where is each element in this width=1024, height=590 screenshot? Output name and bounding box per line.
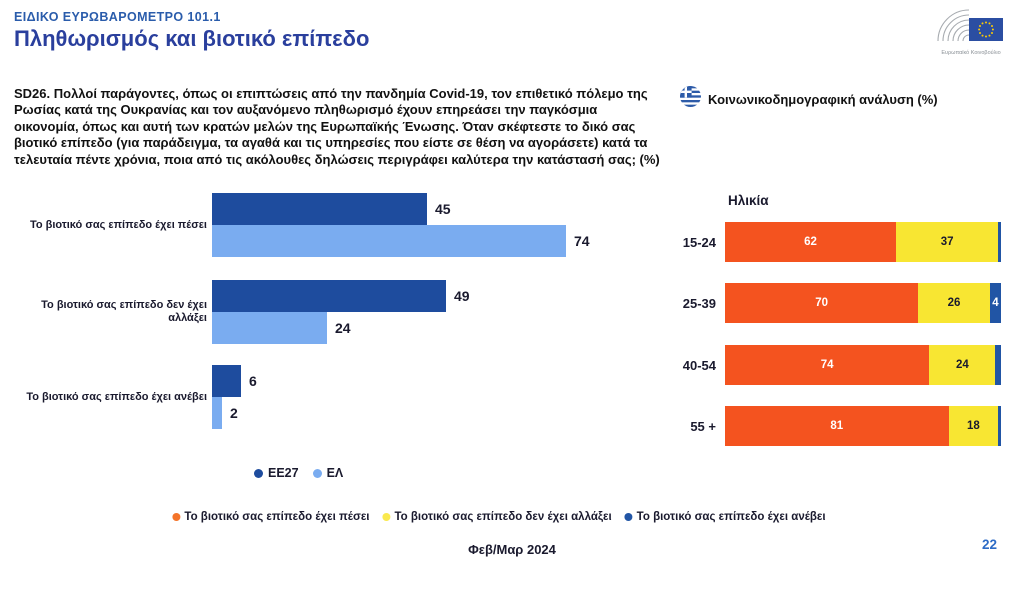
stack-segment: 18	[948, 406, 999, 446]
stacked-bar: 81 18	[725, 406, 1001, 446]
age-group-label: 40-54	[682, 357, 716, 373]
legend-item-fallen: Το βιοτικό σας επίπεδο έχει πέσει	[172, 511, 370, 523]
εε27-bar	[212, 280, 446, 312]
age-chart-title: Ηλικία	[728, 193, 769, 208]
unchanged-dot-icon	[382, 513, 391, 521]
ελ-bar	[212, 312, 327, 344]
ελ-bar	[212, 225, 566, 257]
risen-dot-icon	[624, 513, 633, 521]
legend-label-ee27: ΕΕ27	[268, 466, 299, 480]
sociodemographic-header: Κοινωνικοδημογραφική ανάλυση (%)	[680, 86, 938, 112]
legend-item-el: ΕΛ	[312, 466, 344, 480]
stack-segment: 74	[725, 345, 930, 385]
stack-segment: 24	[929, 345, 996, 385]
answer-legend: Το βιοτικό σας επίπεδο έχει πέσει Το βιο…	[172, 511, 826, 523]
european-parliament-logo: Ευρωπαϊκό Κοινοβούλιο	[932, 8, 1010, 56]
fallen-dot-icon	[172, 513, 181, 521]
fieldwork-date: Φεβ/Μαρ 2024	[468, 542, 556, 557]
value-label: 6	[249, 373, 257, 389]
stack-segment: 81	[725, 406, 949, 446]
stacked-bar: 62 37	[725, 222, 1001, 262]
age-group-label: 25-39	[682, 295, 716, 311]
age-group-label: 55 +	[690, 418, 716, 434]
value-label: 49	[454, 288, 470, 304]
ελ-bar	[212, 397, 222, 429]
stack-segment: 62	[725, 222, 897, 262]
εε27-bar	[212, 365, 241, 397]
age-stacked-bar-chart: Ηλικία 15-24 62 37 25-39 70 26 4 40-54 74 24 55 + 8…	[655, 193, 1005, 452]
survey-question-text: SD26. Πολλοί παράγοντες, όπως οι επιπτώσ…	[14, 86, 660, 167]
value-label: 74	[574, 233, 590, 249]
survey-eyebrow: ΕΙΔΙΚΟ ΕΥΡΩΒΑΡΟΜΕΤΡΟ 101.1	[14, 10, 221, 24]
page-title: Πληθωρισμός και βιοτικό επίπεδο	[14, 26, 370, 51]
stack-segment: 70	[725, 283, 919, 323]
stacked-bar: 74 24	[725, 345, 1001, 385]
stack-segment: 26	[918, 283, 990, 323]
legend-label-el: ΕΛ	[326, 466, 344, 480]
stack-segment	[998, 222, 1001, 262]
legend-label-fallen: Το βιοτικό σας επίπεδο έχει πέσει	[184, 511, 370, 523]
legend-item-ee27: ΕΕ27	[254, 466, 299, 480]
value-label: 24	[335, 320, 351, 336]
legend-label-unchanged: Το βιοτικό σας επίπεδο δεν έχει αλλάξει	[394, 511, 612, 523]
logo-caption: Ευρωπαϊκό Κοινοβούλιο	[941, 50, 1001, 56]
value-label: 2	[230, 405, 238, 421]
stacked-bar: 70 26 4	[725, 283, 1001, 323]
page-number: 22	[982, 537, 998, 552]
legend-item-unchanged: Το βιοτικό σας επίπεδο δεν έχει αλλάξει	[382, 511, 612, 523]
greek-flag-icon	[680, 86, 701, 112]
value-label: 45	[435, 201, 451, 217]
category-label: Το βιοτικό σας επίπεδο έχει ανέβει	[26, 390, 207, 403]
ee27-dot-icon	[254, 468, 263, 478]
sociodemographic-label: Κοινωνικοδημογραφική ανάλυση (%)	[708, 91, 938, 107]
stack-segment	[995, 345, 1001, 385]
stack-segment	[998, 406, 1001, 446]
legend-item-risen: Το βιοτικό σας επίπεδο έχει ανέβει	[624, 511, 826, 523]
stack-segment: 37	[896, 222, 999, 262]
eu-vs-greece-bar-chart: Το βιοτικό σας επίπεδο έχει πέσει 45 74 Το …	[0, 193, 660, 433]
category-label: Το βιοτικό σας επίπεδο δεν έχει αλλάξει	[41, 299, 207, 324]
el-dot-icon	[312, 468, 322, 478]
stack-segment: 4	[989, 283, 1001, 323]
category-label: Το βιοτικό σας επίπεδο έχει πέσει	[29, 218, 207, 231]
age-group-label: 15-24	[682, 234, 716, 250]
hemicycle-eu-flag-icon	[936, 9, 1006, 48]
εε27-bar	[212, 193, 427, 225]
eu-legend: ΕΕ27 ΕΛ	[254, 466, 343, 480]
legend-label-risen: Το βιοτικό σας επίπεδο έχει ανέβει	[636, 511, 826, 523]
